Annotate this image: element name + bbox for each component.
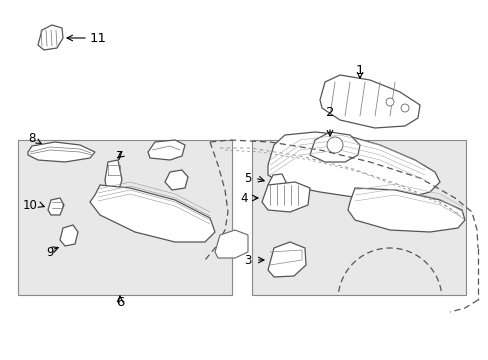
Polygon shape <box>90 185 215 242</box>
Text: 6: 6 <box>116 296 124 309</box>
Text: 9: 9 <box>46 246 54 258</box>
Polygon shape <box>148 140 184 160</box>
Text: 7: 7 <box>116 149 123 162</box>
Circle shape <box>400 104 408 112</box>
Polygon shape <box>164 170 187 190</box>
Text: 2: 2 <box>325 105 334 118</box>
Polygon shape <box>105 160 122 192</box>
Polygon shape <box>38 25 63 50</box>
Polygon shape <box>267 132 439 200</box>
Polygon shape <box>215 230 247 258</box>
Polygon shape <box>48 198 64 215</box>
Polygon shape <box>347 188 464 232</box>
Text: 1: 1 <box>355 63 364 77</box>
Polygon shape <box>267 242 305 277</box>
Polygon shape <box>60 225 78 246</box>
Text: 8: 8 <box>28 131 41 144</box>
Polygon shape <box>28 142 95 162</box>
Bar <box>251 140 465 295</box>
Text: 10: 10 <box>22 198 38 212</box>
Text: 5: 5 <box>244 171 251 185</box>
Polygon shape <box>309 132 359 162</box>
Polygon shape <box>262 182 309 212</box>
Circle shape <box>385 98 393 106</box>
Bar <box>18 140 231 295</box>
Text: 11: 11 <box>90 32 107 45</box>
Polygon shape <box>319 75 419 128</box>
Polygon shape <box>267 174 285 191</box>
Text: 4: 4 <box>240 192 247 204</box>
Circle shape <box>326 137 342 153</box>
Text: 3: 3 <box>244 253 251 266</box>
